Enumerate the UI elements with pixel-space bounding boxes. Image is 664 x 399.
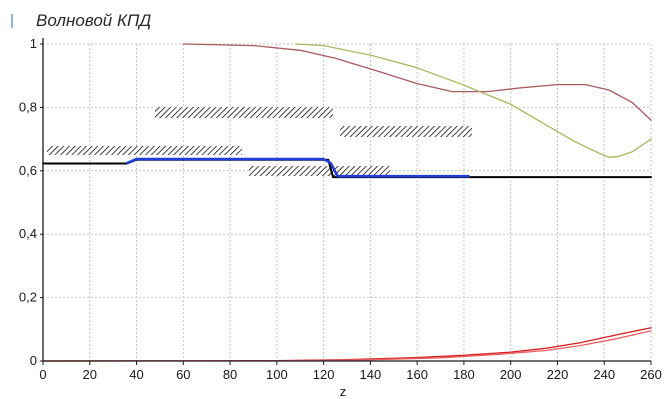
- y-tick-label: 0: [30, 353, 37, 368]
- series-line-3: [182, 43, 652, 121]
- obscured-areas: [47, 107, 472, 176]
- y-tick-label: 1: [30, 36, 37, 51]
- x-tick-label: 140: [360, 367, 382, 382]
- x-tick-label: 80: [223, 367, 237, 382]
- y-tick-label: 0,6: [19, 163, 37, 178]
- x-tick-label: 260: [640, 367, 662, 382]
- hatched-block: [47, 146, 242, 155]
- series-line-2: [125, 157, 470, 178]
- x-tick-label: 0: [39, 367, 46, 382]
- x-tick-label: 220: [547, 367, 569, 382]
- x-axis-label: z: [340, 384, 347, 399]
- chart-title: Волновой КПД: [36, 11, 151, 30]
- hatched-block: [249, 166, 390, 176]
- y-tick-label: 0,4: [19, 226, 37, 241]
- hatched-block: [155, 107, 333, 118]
- x-tick-label: 200: [500, 367, 522, 382]
- x-tick-label: 60: [176, 367, 190, 382]
- y-tick-label: 0,8: [19, 99, 37, 114]
- x-tick-label: 160: [406, 367, 428, 382]
- x-tick-label: 20: [83, 367, 97, 382]
- x-tick-label: 100: [266, 367, 288, 382]
- x-tick-label: 180: [453, 367, 475, 382]
- x-tick-label: 120: [313, 367, 335, 382]
- series-line-5: [42, 327, 652, 362]
- series-line-4: [294, 43, 652, 158]
- hatched-block: [340, 126, 472, 137]
- x-tick-label: 240: [593, 367, 615, 382]
- x-tick-label: 40: [129, 367, 143, 382]
- y-tick-label: 0,2: [19, 290, 37, 305]
